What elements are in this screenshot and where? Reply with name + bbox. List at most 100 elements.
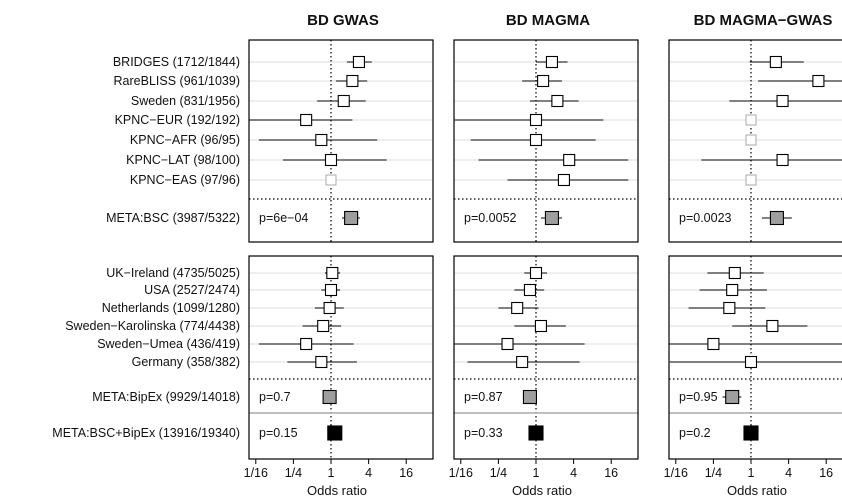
study-estimate	[337, 94, 350, 108]
study-estimate	[324, 153, 338, 167]
study-estimate	[769, 55, 782, 69]
row-label: KPNC−EUR (192/192)	[115, 113, 240, 127]
p-value: p=0.0023	[679, 211, 732, 225]
row-label: Sweden−Umea (436/419)	[97, 337, 240, 351]
row-label: USA (2527/2474)	[144, 283, 240, 297]
study-estimate	[300, 337, 313, 351]
row-label: KPNC−LAT (98/100)	[126, 153, 240, 167]
study-estimate	[511, 301, 524, 315]
panel-frame-bottom	[248, 255, 434, 460]
study-estimate	[516, 355, 529, 369]
x-tick-label: 1	[533, 466, 540, 480]
panel-title: BD MAGMA−GWAS	[694, 12, 833, 29]
x-tick-label: 1/4	[285, 466, 302, 480]
x-tick-label: 16	[604, 466, 618, 480]
meta-estimate	[322, 389, 337, 405]
x-tick-label: 16	[399, 466, 413, 480]
row-label: Sweden−Karolinska (774/4438)	[65, 319, 240, 333]
meta-estimate	[344, 210, 359, 226]
meta-estimate	[522, 389, 537, 405]
row-label: BRIDGES (1712/1844)	[113, 55, 240, 69]
x-tick-label: 1/4	[705, 466, 722, 480]
row-label: UK−Ireland (4735/5025)	[106, 266, 240, 280]
study-estimate	[744, 355, 758, 369]
x-tick-label: 1/16	[244, 466, 268, 480]
row-label: Netherlands (1099/1280)	[102, 301, 240, 315]
study-estimate	[726, 283, 739, 297]
panel-frame-bottom	[668, 255, 842, 460]
study-estimate	[707, 337, 720, 351]
study-estimate	[776, 94, 789, 108]
x-tick-label: 4	[785, 466, 792, 480]
x-tick-label: 1/16	[664, 466, 688, 480]
row-label: Germany (358/382)	[132, 355, 240, 369]
meta-estimate	[725, 389, 740, 405]
p-value: p=0.7	[259, 390, 291, 404]
p-value: p=0.15	[259, 426, 298, 440]
study-estimate	[728, 266, 741, 280]
study-estimate	[551, 94, 564, 108]
study-estimate	[315, 355, 328, 369]
study-estimate	[529, 133, 543, 147]
study-estimate	[324, 283, 338, 297]
study-estimate	[352, 55, 365, 69]
panel-title: BD GWAS	[307, 12, 379, 29]
study-estimate	[323, 301, 336, 315]
study-estimate	[557, 173, 570, 187]
x-tick-label: 1	[748, 466, 755, 480]
study-estimate	[545, 55, 558, 69]
excluded-study-marker	[745, 114, 757, 126]
meta-estimate	[544, 210, 559, 226]
study-estimate	[534, 319, 547, 333]
study-estimate	[563, 153, 576, 167]
p-value: p=0.2	[679, 426, 711, 440]
p-value: p=0.87	[464, 390, 503, 404]
row-label: KPNC−AFR (96/95)	[130, 133, 240, 147]
panel-frame-top	[453, 39, 639, 243]
study-estimate	[317, 319, 330, 333]
x-tick-label: 1/4	[490, 466, 507, 480]
x-axis-label: Odds ratio	[727, 483, 787, 498]
study-estimate	[537, 74, 550, 88]
meta-row-label: META:BSC+BipEx (13916/19340)	[52, 426, 240, 440]
x-tick-label: 1	[328, 466, 335, 480]
x-axis-label: Odds ratio	[307, 483, 367, 498]
panel-title: BD MAGMA	[506, 12, 590, 29]
row-label: Sweden (831/1956)	[131, 94, 240, 108]
excluded-study-marker	[745, 174, 757, 186]
p-value: p=0.95	[679, 390, 718, 404]
x-axis-label: Odds ratio	[512, 483, 572, 498]
row-label: RareBLISS (961/1039)	[114, 74, 240, 88]
row-label: KPNC−EAS (97/96)	[130, 173, 240, 187]
x-tick-label: 16	[819, 466, 833, 480]
meta-estimate	[769, 210, 784, 226]
study-estimate	[326, 266, 339, 280]
study-estimate	[776, 153, 789, 167]
study-estimate	[300, 113, 313, 127]
study-estimate	[315, 133, 328, 147]
study-estimate	[723, 301, 736, 315]
p-value: p=0.33	[464, 426, 503, 440]
study-estimate	[501, 337, 514, 351]
meta-row-label: META:BipEx (9929/14018)	[92, 390, 240, 404]
excluded-study-marker	[745, 134, 757, 146]
p-value: p=6e−04	[259, 211, 308, 225]
combined-meta-estimate	[743, 425, 759, 441]
x-tick-label: 4	[365, 466, 372, 480]
study-estimate	[523, 283, 536, 297]
study-estimate	[346, 74, 359, 88]
meta-row-label: META:BSC (3987/5322)	[106, 211, 240, 225]
panel-frame-top	[668, 39, 842, 243]
combined-meta-estimate	[327, 425, 343, 441]
study-estimate	[812, 74, 825, 88]
panel-frame-bottom	[453, 255, 639, 460]
p-value: p=0.0052	[464, 211, 517, 225]
x-tick-label: 1/16	[449, 466, 473, 480]
x-tick-label: 4	[570, 466, 577, 480]
study-estimate	[529, 266, 543, 280]
study-estimate	[766, 319, 779, 333]
combined-meta-estimate	[528, 425, 544, 441]
excluded-study-marker	[325, 174, 337, 186]
